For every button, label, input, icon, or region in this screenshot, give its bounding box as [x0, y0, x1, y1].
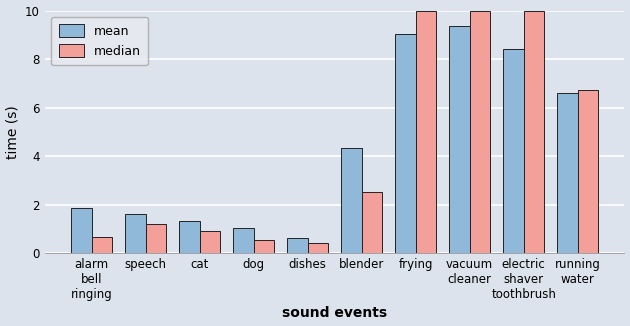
Bar [341, 148, 362, 253]
Bar [307, 243, 328, 253]
Bar [287, 238, 307, 253]
Bar [362, 192, 382, 253]
Bar [469, 10, 490, 253]
Bar [146, 224, 166, 253]
Bar [233, 228, 254, 253]
Bar [395, 34, 416, 253]
Y-axis label: time (s): time (s) [6, 105, 20, 159]
X-axis label: sound events: sound events [282, 306, 387, 320]
Bar [578, 90, 598, 253]
Bar [416, 10, 436, 253]
Bar [503, 49, 524, 253]
Bar [125, 214, 146, 253]
Bar [200, 231, 220, 253]
Bar [557, 93, 578, 253]
Bar [254, 240, 274, 253]
Legend: mean, median: mean, median [51, 17, 148, 65]
Bar [449, 26, 469, 253]
Bar [179, 221, 200, 253]
Bar [524, 10, 544, 253]
Bar [71, 208, 92, 253]
Bar [92, 237, 112, 253]
